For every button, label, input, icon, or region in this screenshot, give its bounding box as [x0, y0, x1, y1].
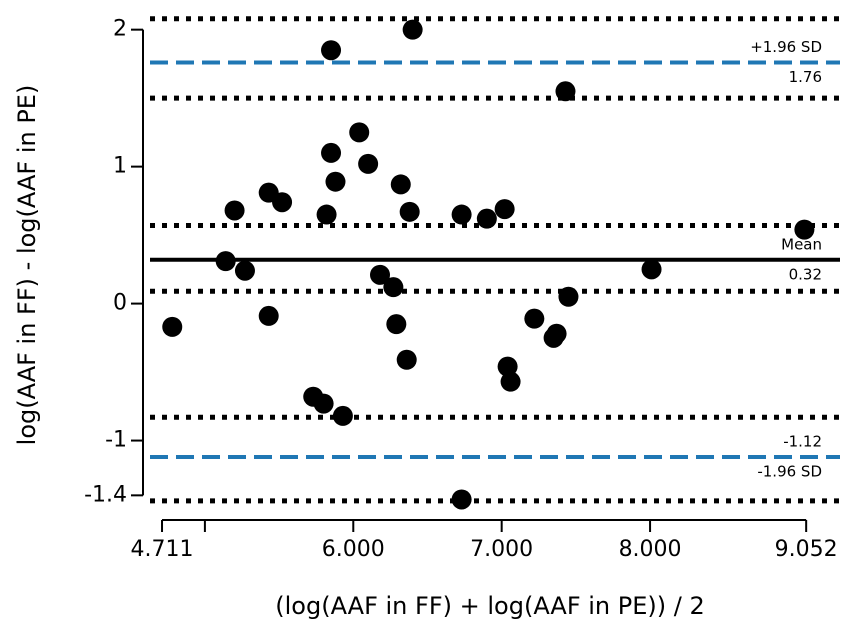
- data-point: [390, 174, 411, 195]
- data-point: [370, 264, 390, 285]
- y-tick-label: 1: [113, 154, 127, 179]
- data-point: [555, 81, 576, 102]
- line-value: -1.12: [783, 432, 822, 450]
- data-point: [258, 305, 279, 326]
- data-point: [386, 314, 407, 335]
- data-point: [321, 142, 342, 163]
- data-point: [451, 489, 472, 510]
- y-axis-label: log(AAF in FF) - log(AAF in PE): [13, 85, 41, 446]
- x-tick-label: 9.052: [775, 537, 838, 562]
- data-point: [494, 199, 515, 220]
- data-point: [272, 192, 293, 213]
- data-point: [396, 349, 417, 370]
- x-tick-label: 6.000: [322, 537, 385, 562]
- line-value: 0.32: [789, 265, 822, 283]
- data-point: [476, 208, 497, 229]
- x-tick-label: 8.000: [619, 537, 682, 562]
- data-point: [349, 122, 370, 143]
- line-label: -1.96 SD: [757, 462, 822, 480]
- line-label: Mean: [781, 235, 822, 253]
- data-point: [321, 40, 342, 61]
- data-point: [215, 251, 236, 272]
- y-tick-label: 0: [113, 291, 127, 316]
- data-point: [234, 260, 255, 281]
- x-tick-label: 7.000: [470, 537, 533, 562]
- data-point: [497, 356, 518, 377]
- data-point: [325, 171, 346, 192]
- y-tick-label: -1.4: [84, 482, 127, 507]
- x-axis-label: (log(AAF in FF) + log(AAF in PE)) / 2: [275, 592, 704, 620]
- data-point: [402, 19, 423, 40]
- data-point: [316, 204, 337, 225]
- data-point: [794, 219, 815, 240]
- data-point: [500, 371, 521, 392]
- line-label: +1.96 SD: [750, 38, 822, 56]
- data-point: [313, 393, 334, 414]
- data-point: [358, 153, 379, 174]
- data-point: [524, 308, 545, 329]
- x-tick-label: 4.711: [131, 537, 194, 562]
- line-value: 1.76: [789, 68, 822, 86]
- y-tick-label: -1: [105, 428, 127, 453]
- data-point: [383, 277, 404, 298]
- data-point: [546, 323, 567, 344]
- data-point: [558, 286, 579, 307]
- data-point: [641, 259, 662, 280]
- data-point: [162, 316, 183, 337]
- y-tick-label: 2: [113, 17, 127, 42]
- data-point: [332, 405, 353, 426]
- data-point: [224, 200, 245, 221]
- data-point: [451, 204, 472, 225]
- data-point: [399, 201, 420, 222]
